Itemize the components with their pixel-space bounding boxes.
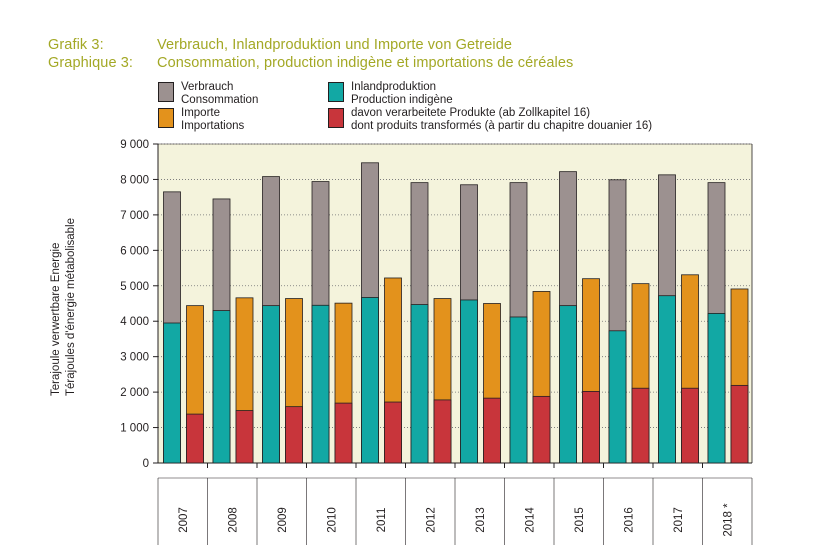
x-tick-label: 2016 [623,507,635,533]
legend-label-consumption-de: Verbrauch [181,81,234,93]
x-tick-label: 2012 [425,507,437,533]
legend-label-production-fr: Production indigène [351,94,453,106]
legend-swatch-production [328,82,344,102]
x-tick-label: 2017 [673,507,685,533]
bar-production [361,297,379,464]
y-tick-label: 4 000 [120,316,149,328]
legend-label-processed: davon verarbeitete Produkte (ab Zollkapi… [351,107,652,133]
plot-area [158,144,752,463]
legend-swatch-imports [158,108,174,128]
bar-processed [285,406,303,464]
chart-title-de-label: Grafik 3: [48,37,104,53]
chart-title-fr-text: Consommation, production indigène et imp… [157,55,574,71]
bar-processed [483,397,501,464]
y-tick-label: 0 [143,458,149,470]
bar-processed [235,410,254,464]
bar-processed [582,391,600,464]
legend-label-imports-fr: Importations [181,120,245,132]
y-tick-label: 6 000 [120,245,149,257]
legend-label-production: Inlandproduktion Production indigène [351,81,453,107]
y-tick-label: 1 000 [120,423,149,435]
x-tick-label: 2011 [376,508,388,533]
legend-label-production-de: Inlandproduktion [351,81,437,93]
bar-production [212,310,231,464]
legend-label-consumption: Verbrauch Consommation [181,81,258,107]
legend-swatch-consumption [158,82,174,102]
bar-processed [681,387,699,464]
x-tick-label: 2010 [326,507,338,533]
bar-production [509,316,528,464]
bar-processed [631,387,650,464]
bar-processed [532,395,551,464]
bar-processed [433,399,452,464]
bar-production [559,305,577,464]
legend-label-imports: Importe Importations [181,107,244,133]
bar-processed [334,402,353,464]
bar-production [658,295,676,464]
x-tick-label: 2018 * [722,503,734,537]
bar-production [163,322,181,464]
bar-production [707,313,726,464]
x-tick-label: 2009 [277,507,289,533]
x-tick-label: 2008 [227,507,239,533]
x-tick-label: 2013 [475,507,487,533]
bar-production [608,330,627,464]
bar-production [262,305,280,464]
y-tick-label: 9 000 [120,139,149,151]
y-tick-label: 3 000 [120,352,149,364]
bar-production [460,299,478,464]
bar-processed [186,413,204,464]
legend-label-processed-fr: dont produits transformés (à partir du c… [351,120,653,132]
y-tick-label: 5 000 [120,281,149,293]
y-tick-label: 2 000 [120,387,149,399]
x-tick-label: 2014 [524,507,536,533]
bar-production [410,304,429,464]
chart-title-de-text: Verbrauch, Inlandproduktion und Importe … [157,37,513,53]
bar-processed [384,401,402,464]
legend-label-processed-de: davon verarbeitete Produkte (ab Zollkapi… [351,107,591,119]
legend-label-consumption-fr: Consommation [181,94,259,106]
chart-title-fr-label: Graphique 3: [48,55,134,71]
y-tick-label: 7 000 [120,210,149,222]
legend-swatch-processed [328,108,344,128]
bar-production [311,304,330,464]
bar-processed [730,384,749,464]
x-tick-label: 2007 [178,507,190,533]
legend-label-imports-de: Importe [181,107,220,119]
y-tick-label: 8 000 [120,174,149,186]
x-tick-label: 2015 [574,507,586,533]
